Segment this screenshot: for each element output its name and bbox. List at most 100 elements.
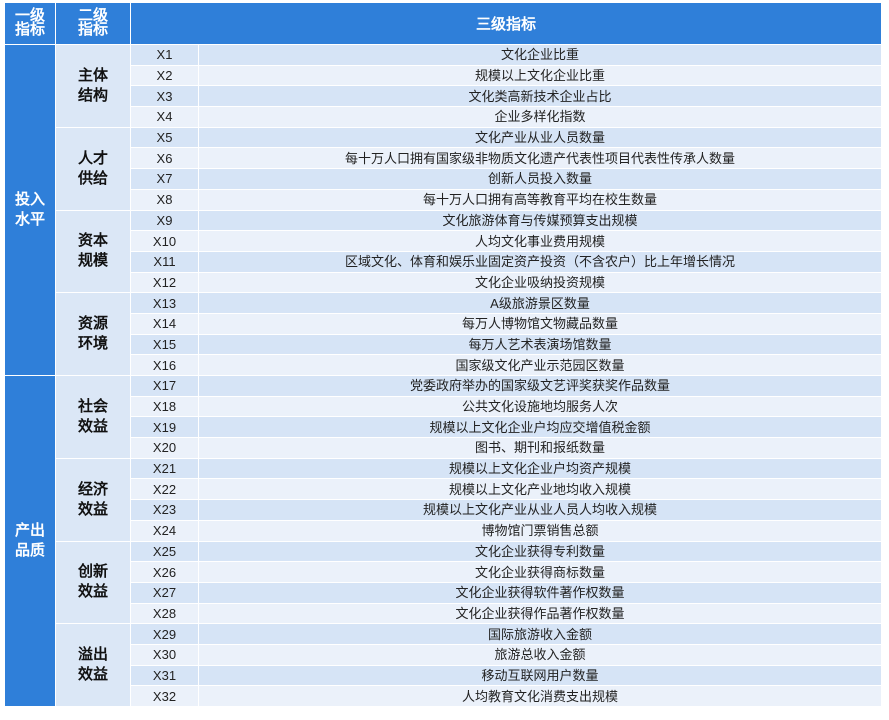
code-cell: X31	[130, 664, 199, 687]
indicator-cell: A级旅游景区数量	[198, 292, 882, 314]
indicator-cell: 创新人员投入数量	[198, 168, 882, 190]
level1-text: 产出品质	[14, 522, 45, 559]
indicator-cell: 企业多样化指数	[198, 106, 882, 128]
code-cell: X11	[130, 250, 199, 273]
row: 投入水平 主体结构 X1 文化企业比重	[4, 44, 882, 376]
row: X7 创新人员投入数量	[5, 168, 882, 190]
row: 创新效益 X25 文化企业获得专利数量	[5, 540, 882, 625]
row: X20 图书、期刊和报纸数量	[5, 437, 882, 459]
code-cell: X16	[130, 354, 199, 376]
level2-text: 资源环境	[77, 315, 108, 353]
header-cell: 二级指标	[55, 2, 131, 45]
header-text: 二级指标	[77, 7, 108, 38]
indicator-cell: 文化企业获得作品著作权数量	[198, 602, 882, 625]
indicator-cell: 人均教育文化消费支出规模	[198, 685, 882, 707]
header-row: 一级指标 二级指标 三级指标	[4, 2, 882, 45]
indicator-cell: 文化类高新技术企业占比	[198, 85, 882, 108]
level2-cell: 溢出效益	[55, 623, 131, 707]
indicator-cell: 党委政府举办的国家级文艺评奖获奖作品数量	[198, 375, 882, 397]
indicator-cell: 每十万人口拥有国家级非物质文化遗产代表性项目代表性传承人数量	[198, 147, 882, 170]
header-cell: 一级指标	[4, 2, 56, 45]
row: X15 每万人艺术表演场馆数量	[5, 333, 882, 356]
indicator-cell: 文化企业获得专利数量	[198, 540, 882, 563]
code-cell: X8	[130, 188, 199, 211]
level2-text: 创新效益	[77, 563, 108, 601]
code-cell: X5	[130, 126, 199, 149]
indicator-cell: 文化旅游体育与传媒预算支出规模	[198, 209, 882, 232]
level2-cell: 资本规模	[55, 209, 131, 294]
indicator-cell: 文化企业比重	[198, 44, 882, 66]
indicator-cell: 每十万人口拥有高等教育平均在校生数量	[198, 188, 882, 211]
row: 资本规模 X9 文化旅游体育与传媒预算支出规模	[5, 209, 882, 294]
indicator-cell: 规模以上文化产业地均收入规模	[198, 478, 882, 501]
indicator-cell: 旅游总收入金额	[198, 643, 882, 666]
code-cell: X30	[130, 643, 199, 666]
row: X32 人均教育文化消费支出规模	[5, 685, 882, 707]
code-cell: X27	[130, 581, 199, 604]
row: X4 企业多样化指数	[5, 106, 882, 128]
row: X8 每十万人口拥有高等教育平均在校生数量	[5, 188, 882, 211]
level2-cell: 资源环境	[55, 292, 131, 376]
level2-text: 溢出效益	[77, 646, 108, 684]
header-text: 三级指标	[475, 16, 536, 33]
indicator-cell: 博物馆门票销售总额	[198, 519, 882, 542]
row: 资源环境 X13 A级旅游景区数量	[5, 292, 882, 376]
code-cell: X19	[130, 416, 199, 439]
code-cell: X25	[130, 540, 199, 563]
row: 溢出效益 X29 国际旅游收入金额	[5, 623, 882, 707]
level2-cell: 经济效益	[55, 457, 131, 542]
code-cell: X2	[130, 64, 199, 87]
code-cell: X20	[130, 437, 199, 459]
row: X2 规模以上文化企业比重	[5, 64, 882, 87]
code-cell: X7	[130, 168, 199, 190]
code-cell: X6	[130, 147, 199, 170]
indicator-cell: 规模以上文化产业从业人员人均收入规模	[198, 499, 882, 521]
code-cell: X18	[130, 395, 199, 418]
level2-text: 人才供给	[77, 149, 108, 187]
indicator-cell: 区域文化、体育和娱乐业固定资产投资（不含农户）比上年增长情况	[198, 250, 882, 273]
code-cell: X23	[130, 499, 199, 521]
header-cell: 三级指标	[130, 2, 882, 45]
table-body: 投入水平 主体结构 X1 文化企业比重 X2 规模以上文化企业比重 X3 文化类高新技术企业占…	[4, 44, 882, 707]
row: X22 规模以上文化产业地均收入规模	[5, 478, 882, 501]
level2-cell: 人才供给	[55, 126, 131, 211]
indicator-cell: 公共文化设施地均服务人次	[198, 395, 882, 418]
indicator-cell: 移动互联网用户数量	[198, 664, 882, 687]
indicator-cell: 图书、期刊和报纸数量	[198, 437, 882, 459]
indicator-table: 一级指标 二级指标 三级指标 投入水平 主体结构 X1 文化企业比重 X2 规模以上文化企…	[4, 2, 882, 707]
code-cell: X26	[130, 561, 199, 583]
level2-text: 资本规模	[77, 232, 108, 270]
level1-text: 投入水平	[14, 191, 45, 228]
level2-cell: 主体结构	[55, 44, 131, 128]
row: 产出品质 社会效益 X17 党委政府举办的国家级文艺评奖获奖作品数量	[4, 375, 882, 707]
level2-cell: 创新效益	[55, 540, 131, 625]
row: X19 规模以上文化企业户均应交增值税金额	[5, 416, 882, 439]
code-cell: X12	[130, 271, 199, 294]
indicator-cell: 规模以上文化企业户均资产规模	[198, 457, 882, 480]
row: X26 文化企业获得商标数量	[5, 561, 882, 583]
row: X12 文化企业吸纳投资规模	[5, 271, 882, 294]
row: X11 区域文化、体育和娱乐业固定资产投资（不含农户）比上年增长情况	[5, 250, 882, 273]
code-cell: X13	[130, 292, 199, 314]
row: X28 文化企业获得作品著作权数量	[5, 602, 882, 625]
row: X24 博物馆门票销售总额	[5, 519, 882, 542]
code-cell: X32	[130, 685, 199, 707]
code-cell: X22	[130, 478, 199, 501]
row: X14 每万人博物馆文物藏品数量	[5, 312, 882, 335]
indicator-cell: 规模以上文化企业户均应交增值税金额	[198, 416, 882, 439]
level1-cell: 投入水平	[4, 44, 56, 376]
code-cell: X24	[130, 519, 199, 542]
indicator-cell: 每万人博物馆文物藏品数量	[198, 312, 882, 335]
indicator-cell: 文化产业从业人员数量	[198, 126, 882, 149]
level2-cell: 社会效益	[55, 375, 131, 459]
code-cell: X17	[130, 375, 199, 397]
indicator-cell: 人均文化事业费用规模	[198, 230, 882, 252]
row: X27 文化企业获得软件著作权数量	[5, 581, 882, 604]
row: X18 公共文化设施地均服务人次	[5, 395, 882, 418]
row: 人才供给 X5 文化产业从业人员数量	[5, 126, 882, 211]
row: X10 人均文化事业费用规模	[5, 230, 882, 252]
code-cell: X1	[130, 44, 199, 66]
indicator-cell: 文化企业吸纳投资规模	[198, 271, 882, 294]
row: X16 国家级文化产业示范园区数量	[5, 354, 882, 376]
